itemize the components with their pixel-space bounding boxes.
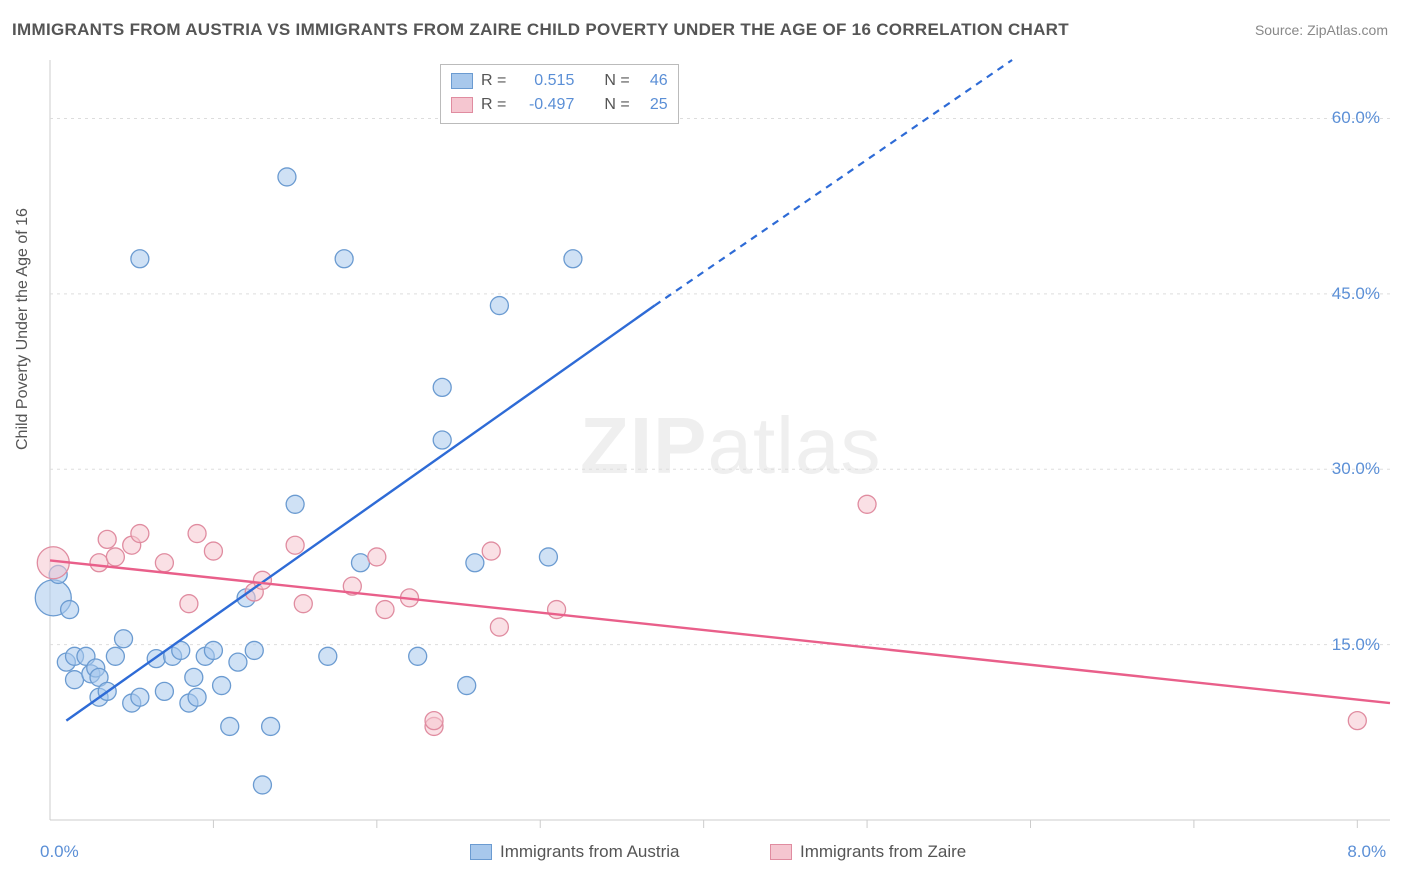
correlation-row: R = 0.515 N = 46 <box>451 69 668 93</box>
n-label: N = <box>604 69 629 93</box>
r-value: 0.515 <box>514 69 574 93</box>
correlation-chart: IMMIGRANTS FROM AUSTRIA VS IMMIGRANTS FR… <box>0 0 1406 892</box>
legend-swatch <box>451 73 473 89</box>
legend-label: Immigrants from Zaire <box>800 842 966 862</box>
r-label: R = <box>481 69 506 93</box>
x-tick-label: 0.0% <box>40 842 79 862</box>
plot-area <box>0 0 1406 892</box>
r-label: R = <box>481 93 506 117</box>
correlation-row: R = -0.497 N = 25 <box>451 93 668 117</box>
n-value: 25 <box>638 93 668 117</box>
n-label: N = <box>604 93 629 117</box>
legend-label: Immigrants from Austria <box>500 842 680 862</box>
r-value: -0.497 <box>514 93 574 117</box>
correlation-stats-box: R = 0.515 N = 46 R = -0.497 N = 25 <box>440 64 679 124</box>
y-tick-label: 30.0% <box>1320 459 1380 479</box>
legend-swatch <box>470 844 492 860</box>
legend-item: Immigrants from Zaire <box>770 842 966 862</box>
n-value: 46 <box>638 69 668 93</box>
y-tick-label: 45.0% <box>1320 284 1380 304</box>
legend-item: Immigrants from Austria <box>470 842 680 862</box>
x-tick-label: 8.0% <box>1347 842 1386 862</box>
legend-swatch <box>770 844 792 860</box>
legend-swatch <box>451 97 473 113</box>
y-tick-label: 60.0% <box>1320 108 1380 128</box>
y-tick-label: 15.0% <box>1320 635 1380 655</box>
